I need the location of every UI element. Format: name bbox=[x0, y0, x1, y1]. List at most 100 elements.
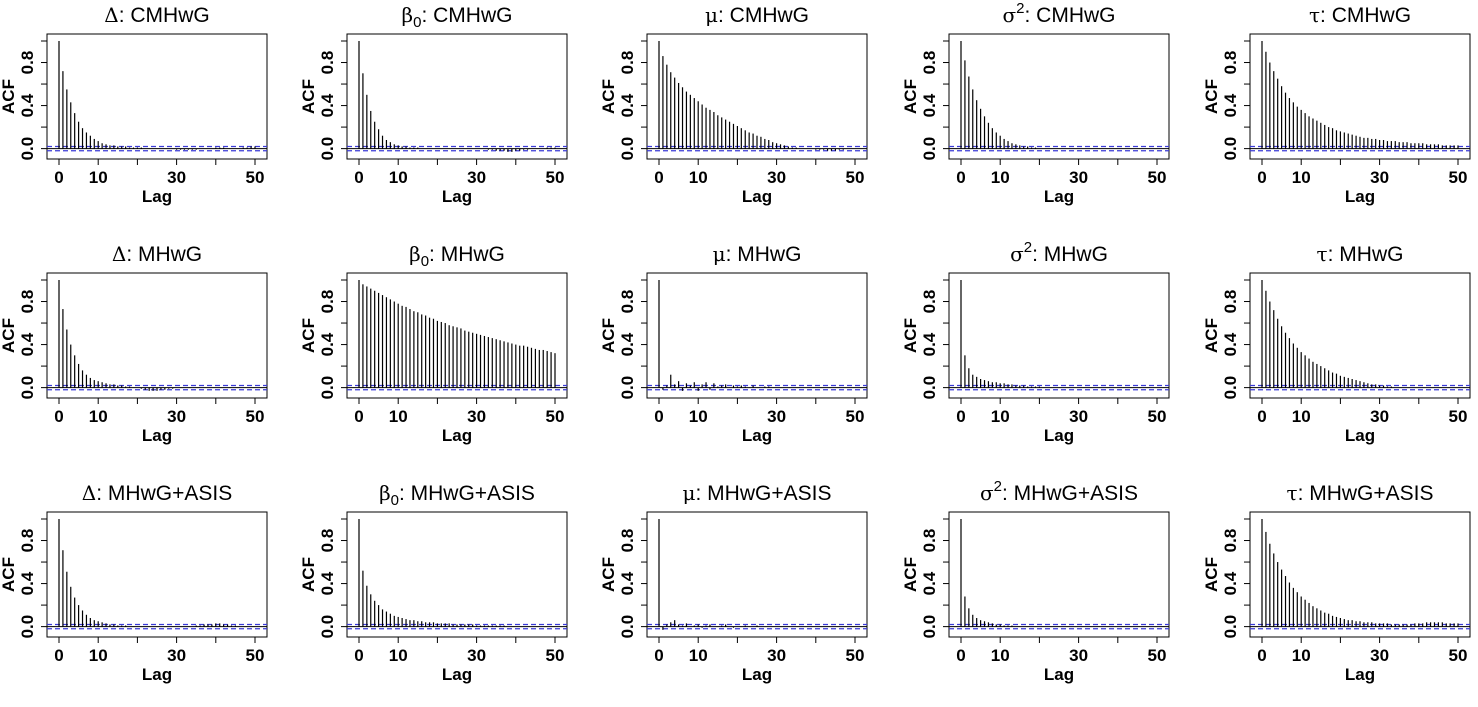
plot-frame bbox=[1249, 511, 1471, 638]
x-tick-label: 50 bbox=[846, 168, 865, 187]
y-tick-label: 0.4 bbox=[318, 93, 337, 117]
title-superscript: 2 bbox=[994, 478, 1002, 495]
title-param: σ bbox=[980, 481, 994, 505]
x-axis-label: Lag bbox=[1345, 665, 1375, 684]
x-tick-label: 0 bbox=[54, 646, 63, 665]
y-tick-label: 0.0 bbox=[18, 615, 37, 639]
plot-frame bbox=[646, 511, 868, 638]
y-tick-label: 0.8 bbox=[1221, 51, 1240, 75]
title-method: : CMHwG bbox=[718, 4, 809, 27]
y-axis-label: ACF bbox=[1202, 79, 1221, 114]
plot-frame bbox=[346, 511, 568, 638]
x-tick-label: 30 bbox=[767, 407, 786, 426]
title-param: μ bbox=[683, 481, 696, 505]
x-tick-label: 50 bbox=[1449, 407, 1468, 426]
x-tick-label: 10 bbox=[1292, 168, 1311, 187]
y-tick-label: 0.0 bbox=[318, 376, 337, 400]
y-axis-label: ACF bbox=[0, 318, 18, 353]
x-tick-label: 30 bbox=[167, 646, 186, 665]
x-axis-label: Lag bbox=[1044, 665, 1074, 684]
y-tick-label: 0.8 bbox=[318, 51, 337, 75]
panel-title: σ2: MHwG bbox=[1010, 239, 1108, 266]
y-axis-label: ACF bbox=[299, 557, 318, 592]
panel-title: β0: MHwG+ASIS bbox=[379, 481, 535, 509]
x-tick-label: 50 bbox=[546, 646, 565, 665]
x-tick-label: 0 bbox=[654, 646, 663, 665]
title-param: β bbox=[409, 242, 421, 266]
plot-frame bbox=[948, 33, 1170, 160]
y-tick-label: 0.8 bbox=[18, 529, 37, 553]
y-tick-label: 0.4 bbox=[318, 332, 337, 356]
x-axis-label: Lag bbox=[742, 187, 772, 206]
y-tick-label: 0.0 bbox=[618, 376, 637, 400]
y-tick-label: 0.8 bbox=[1221, 290, 1240, 314]
y-axis-label: ACF bbox=[0, 557, 18, 592]
x-tick-label: 0 bbox=[1257, 168, 1266, 187]
x-tick-label: 50 bbox=[1148, 168, 1167, 187]
y-tick-label: 0.8 bbox=[618, 290, 637, 314]
y-tick-label: 0.0 bbox=[318, 137, 337, 161]
x-tick-label: 0 bbox=[654, 168, 663, 187]
y-tick-label: 0.4 bbox=[618, 571, 637, 595]
title-superscript: 2 bbox=[1024, 239, 1032, 256]
y-tick-label: 0.0 bbox=[1221, 615, 1240, 639]
plot-frame bbox=[1249, 33, 1471, 160]
y-axis-label: ACF bbox=[0, 79, 18, 114]
title-param: σ bbox=[1010, 242, 1024, 266]
plot-frame bbox=[948, 272, 1170, 399]
plot-frame bbox=[46, 272, 268, 399]
title-method: : MHwG bbox=[429, 243, 505, 266]
x-tick-label: 10 bbox=[89, 168, 108, 187]
x-axis-label: Lag bbox=[1345, 187, 1375, 206]
x-tick-label: 0 bbox=[956, 168, 965, 187]
x-tick-label: 30 bbox=[167, 168, 186, 187]
x-tick-label: 50 bbox=[846, 407, 865, 426]
plot-frame bbox=[346, 272, 568, 399]
y-axis-label: ACF bbox=[901, 557, 920, 592]
y-tick-label: 0.4 bbox=[18, 93, 37, 117]
plot-frame bbox=[948, 511, 1170, 638]
x-tick-label: 0 bbox=[956, 407, 965, 426]
panel-title: μ: MHwG bbox=[713, 242, 802, 266]
x-tick-label: 50 bbox=[546, 407, 565, 426]
title-method: : MHwG+ASIS bbox=[96, 482, 232, 505]
title-method: : CMHwG bbox=[421, 4, 512, 27]
title-param: β bbox=[402, 3, 414, 27]
panel-title: Δ: CMHwG bbox=[104, 3, 209, 27]
x-tick-label: 0 bbox=[354, 168, 363, 187]
title-param: Δ bbox=[104, 3, 118, 27]
y-tick-label: 0.4 bbox=[618, 93, 637, 117]
title-method: : MHwG bbox=[126, 243, 202, 266]
x-axis-label: Lag bbox=[742, 665, 772, 684]
panel-title: τ: CMHwG bbox=[1309, 3, 1411, 27]
x-tick-label: 10 bbox=[689, 646, 708, 665]
y-tick-label: 0.4 bbox=[920, 571, 939, 595]
x-tick-label: 10 bbox=[389, 407, 408, 426]
x-tick-label: 30 bbox=[767, 646, 786, 665]
y-tick-label: 0.4 bbox=[1221, 93, 1240, 117]
x-axis-label: Lag bbox=[142, 187, 172, 206]
x-tick-label: 50 bbox=[1148, 407, 1167, 426]
x-tick-label: 10 bbox=[991, 407, 1010, 426]
x-tick-label: 10 bbox=[89, 407, 108, 426]
y-tick-label: 0.8 bbox=[18, 51, 37, 75]
title-param: Δ bbox=[112, 242, 126, 266]
y-axis-label: ACF bbox=[599, 318, 618, 353]
x-tick-label: 10 bbox=[1292, 646, 1311, 665]
x-axis-label: Lag bbox=[1044, 187, 1074, 206]
y-tick-label: 0.8 bbox=[1221, 529, 1240, 553]
x-tick-label: 30 bbox=[167, 407, 186, 426]
x-tick-label: 30 bbox=[467, 407, 486, 426]
y-tick-label: 0.0 bbox=[318, 615, 337, 639]
y-axis-label: ACF bbox=[599, 79, 618, 114]
y-tick-label: 0.4 bbox=[920, 332, 939, 356]
x-tick-label: 10 bbox=[1292, 407, 1311, 426]
